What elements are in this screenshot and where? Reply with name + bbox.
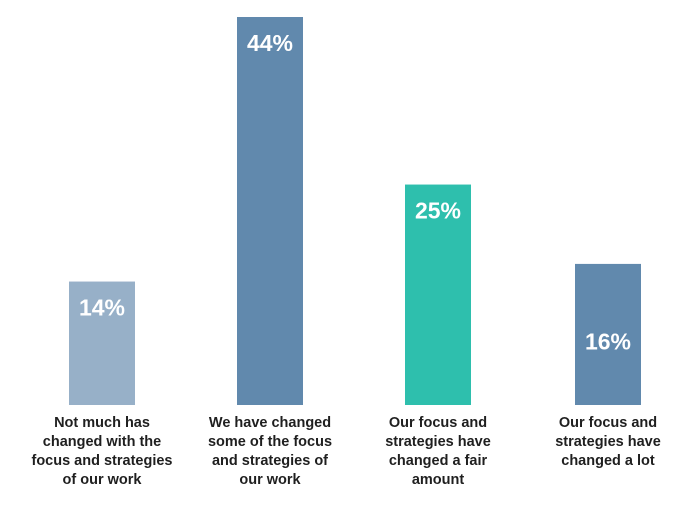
category-label-line: Our focus and	[388, 415, 488, 431]
category-label-line: of our work	[62, 472, 142, 488]
category-label-line: amount	[411, 472, 465, 488]
category-label-line: our work	[239, 472, 301, 488]
data-label-1: 14%	[79, 295, 125, 321]
data-label-3: 25%	[415, 198, 461, 224]
bar-3	[405, 184, 471, 405]
data-label-4: 16%	[585, 329, 631, 355]
bar-1	[69, 281, 135, 405]
category-label-4: Our focus and strategies have changed a lo…	[523, 414, 682, 471]
category-label-line: strategies have	[385, 434, 491, 450]
category-label-2: We have changed some of the focus and stra…	[185, 414, 355, 490]
category-label-line: Not much has	[54, 415, 150, 431]
bar-2	[237, 17, 303, 405]
category-label-3: Our focus and strategies have changed a fa…	[353, 414, 523, 490]
category-label-1: Not much has changed with the focus and st…	[17, 414, 187, 490]
category-label-line: some of the focus	[207, 434, 333, 450]
category-label-line: changed a lot	[561, 453, 655, 469]
bar-4	[575, 263, 641, 405]
data-label-2: 44%	[247, 30, 293, 56]
category-label-line: strategies have	[555, 434, 661, 450]
category-label-line: Our focus and	[558, 415, 658, 431]
category-label-line: changed a fair	[388, 453, 488, 469]
category-label-line: focus and strategies	[31, 453, 173, 469]
category-label-line: We have changed	[208, 415, 332, 431]
category-label-line: changed with the	[42, 434, 162, 450]
category-label-line: and strategies of	[211, 453, 329, 469]
